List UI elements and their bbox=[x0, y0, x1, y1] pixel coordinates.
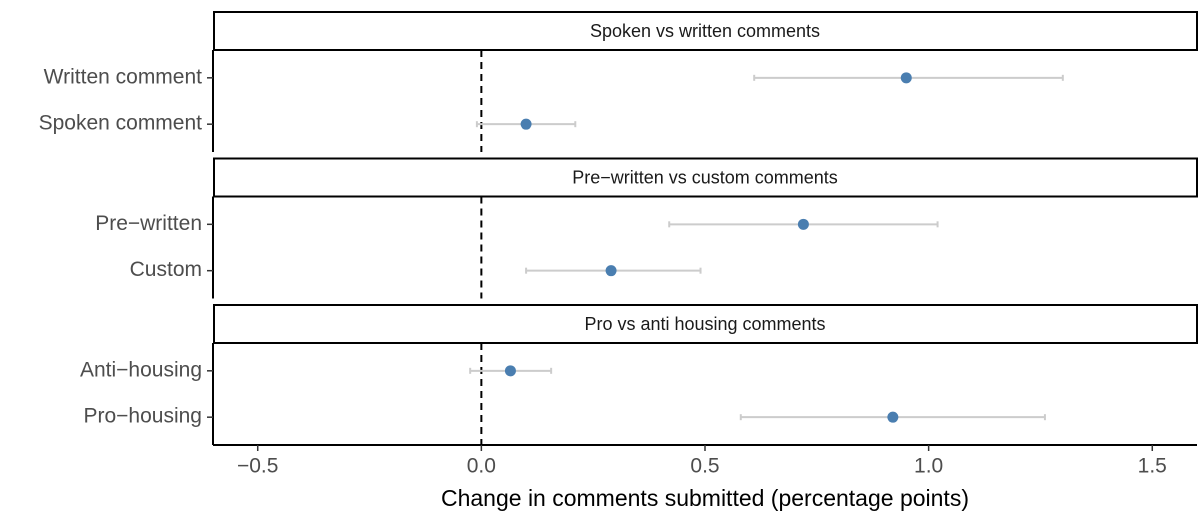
y-tick-label: Pre−written bbox=[95, 212, 202, 235]
y-tick-label: Pro−housing bbox=[83, 405, 202, 428]
point bbox=[900, 72, 912, 84]
point bbox=[605, 265, 617, 277]
x-tick-label: 0.0 bbox=[467, 455, 496, 478]
point bbox=[520, 118, 532, 130]
x-tick-label: 1.5 bbox=[1138, 455, 1167, 478]
point bbox=[887, 411, 899, 423]
y-tick-label: Written comment bbox=[44, 65, 202, 88]
x-axis-label: Change in comments submitted (percentage… bbox=[441, 485, 969, 511]
y-tick-label: Spoken comment bbox=[39, 112, 203, 135]
strip-title: Pro vs anti housing comments bbox=[584, 314, 825, 334]
x-tick-label: 1.0 bbox=[914, 455, 943, 478]
strip-title: Spoken vs written comments bbox=[590, 21, 820, 41]
strip-title: Pre−written vs custom comments bbox=[572, 167, 838, 187]
x-tick-label: 0.5 bbox=[690, 455, 719, 478]
y-tick-label: Anti−housing bbox=[80, 358, 202, 381]
y-tick-label: Custom bbox=[130, 258, 202, 281]
strip bbox=[213, 11, 1198, 51]
x-tick-label: −0.5 bbox=[237, 455, 278, 478]
point bbox=[504, 365, 516, 377]
point bbox=[797, 218, 809, 230]
strip bbox=[213, 157, 1198, 198]
strip bbox=[213, 304, 1198, 344]
